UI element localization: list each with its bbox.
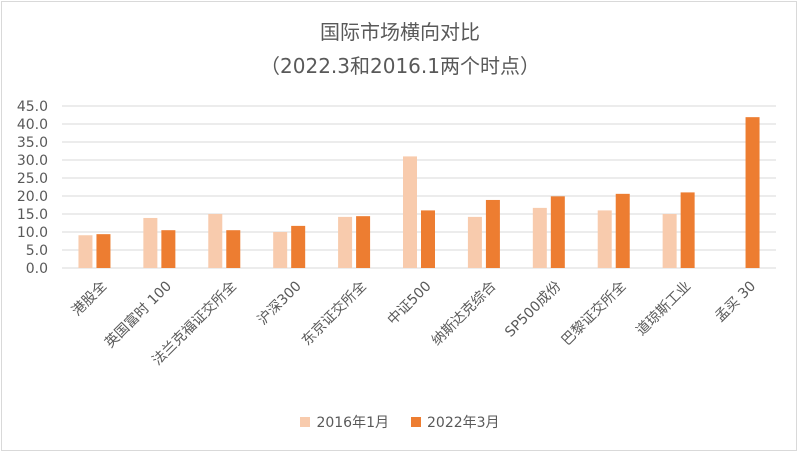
bar-series-2	[745, 117, 760, 268]
bar-series-1	[208, 214, 223, 268]
bar-series-1	[662, 214, 677, 268]
y-tick-label: 40.0	[17, 117, 48, 133]
bar-series-2	[161, 230, 176, 268]
x-category-label: 纳斯达克综合	[429, 278, 500, 349]
x-category-label: 港股全	[68, 278, 110, 320]
gridlines	[62, 105, 776, 269]
x-category-label: 孟买 30	[712, 278, 759, 325]
x-category-label: 沪深300	[255, 278, 305, 328]
x-category-label: 道琼斯工业	[633, 278, 694, 339]
bar-series-2	[680, 192, 695, 268]
bar-series-1	[338, 216, 353, 268]
bars	[78, 117, 760, 268]
legend-label-series-1: 2016年1月	[316, 415, 389, 431]
y-tick-label: 15.0	[17, 207, 48, 223]
bar-series-1	[78, 235, 93, 268]
bar-series-1	[273, 232, 288, 268]
bar-series-2	[356, 216, 371, 268]
bar-series-1	[597, 210, 612, 268]
legend-label-series-2: 2022年3月	[427, 415, 500, 431]
legend-item-series-1: 2016年1月	[300, 412, 389, 432]
y-tick-label: 5.0	[26, 243, 48, 259]
y-tick-label: 25.0	[17, 171, 48, 187]
x-category-label: SP500成份	[502, 278, 564, 340]
bar-series-2	[226, 230, 241, 268]
chart-subtitle: （2022.3和2016.1两个时点）	[260, 54, 540, 78]
bar-series-2	[421, 210, 435, 268]
chart-title: 国际市场横向对比	[320, 20, 480, 44]
legend: 2016年1月 2022年3月	[0, 412, 800, 432]
x-category-label: 东京证交所全	[298, 278, 369, 349]
bar-series-1	[532, 207, 547, 268]
y-tick-label: 30.0	[17, 153, 48, 169]
y-tick-label: 20.0	[17, 189, 48, 205]
y-axis-ticks: 0.0 5.0 10.0 15.0 20.0 25.0 30.0 35.0 40.0 45.0	[17, 99, 48, 277]
bar-series-2	[485, 199, 500, 268]
x-category-label: 中证500	[385, 278, 435, 328]
y-tick-label: 10.0	[17, 225, 48, 241]
bar-series-2	[291, 225, 306, 268]
y-tick-label: 45.0	[17, 99, 48, 115]
x-category-label: 巴黎证交所全	[558, 278, 629, 349]
bar-series-1	[143, 217, 158, 268]
bar-series-2	[550, 196, 565, 268]
y-tick-label: 35.0	[17, 135, 48, 151]
y-tick-label: 0.0	[26, 261, 48, 277]
x-category-label: 英国富时 100	[101, 278, 175, 352]
bar-series-2	[96, 234, 111, 268]
legend-swatch-series-2	[411, 417, 421, 427]
bar-series-2	[615, 193, 630, 268]
legend-swatch-series-1	[300, 417, 311, 427]
bar-series-1	[403, 156, 417, 268]
bar-series-1	[467, 216, 482, 268]
legend-item-series-2: 2022年3月	[411, 412, 500, 432]
